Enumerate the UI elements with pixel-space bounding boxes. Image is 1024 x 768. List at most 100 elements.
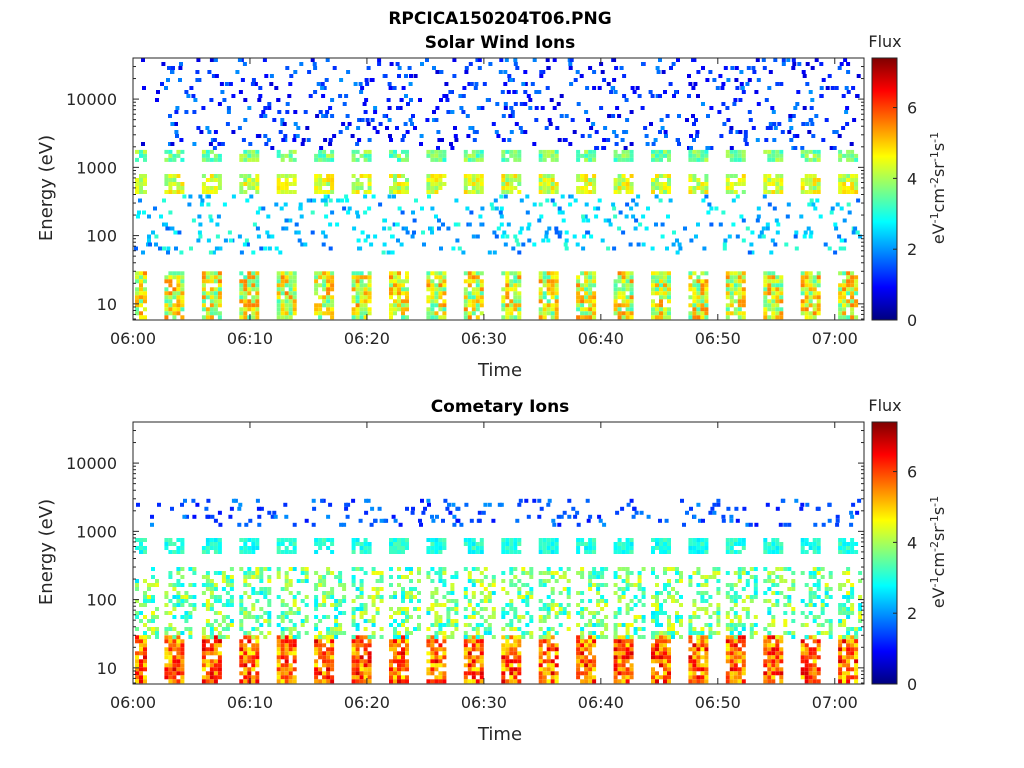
heatmap-cell bbox=[505, 311, 510, 316]
heatmap-cell bbox=[563, 138, 568, 142]
heatmap-cell bbox=[793, 234, 798, 239]
heatmap-cell bbox=[850, 307, 855, 312]
heatmap-cell bbox=[446, 611, 451, 615]
heatmap-cell bbox=[637, 635, 642, 639]
heatmap-cell bbox=[542, 675, 547, 680]
heatmap-cell bbox=[205, 647, 210, 652]
heatmap-cell bbox=[292, 174, 297, 178]
heatmap-cell bbox=[280, 651, 285, 656]
heatmap-cell bbox=[629, 546, 634, 550]
heatmap-cell bbox=[576, 522, 581, 527]
heatmap-cell bbox=[613, 631, 618, 635]
heatmap-cell bbox=[483, 627, 488, 631]
heatmap-cell bbox=[629, 639, 634, 644]
heatmap-cell bbox=[207, 130, 212, 134]
heatmap-cell bbox=[373, 106, 378, 110]
heatmap-cell bbox=[850, 271, 855, 276]
heatmap-cell bbox=[205, 619, 210, 623]
heatmap-cell bbox=[417, 607, 421, 611]
heatmap-cell bbox=[273, 514, 278, 519]
heatmap-cell bbox=[247, 667, 252, 672]
heatmap-cell bbox=[461, 110, 466, 114]
heatmap-cell bbox=[284, 303, 289, 308]
heatmap-cell bbox=[417, 571, 421, 575]
heatmap-cell bbox=[322, 157, 327, 162]
heatmap-cell bbox=[367, 675, 372, 680]
heatmap-cell bbox=[592, 271, 597, 276]
heatmap-cell bbox=[744, 142, 749, 146]
heatmap-cell bbox=[276, 303, 281, 308]
heatmap-cell bbox=[624, 214, 629, 219]
heatmap-cell bbox=[821, 78, 826, 82]
heatmap-cell bbox=[284, 182, 289, 186]
heatmap-cell bbox=[550, 198, 555, 203]
heatmap-cell bbox=[201, 190, 206, 194]
heatmap-cell bbox=[405, 651, 409, 656]
heatmap-cell bbox=[267, 246, 272, 251]
heatmap-cell bbox=[280, 303, 285, 308]
heatmap-cell bbox=[213, 186, 218, 190]
heatmap-cell bbox=[326, 667, 331, 672]
heatmap-cell bbox=[339, 78, 344, 82]
heatmap-cell bbox=[604, 567, 609, 571]
heatmap-cell bbox=[292, 307, 297, 312]
heatmap-cell bbox=[659, 311, 663, 316]
heatmap-cell bbox=[525, 599, 530, 603]
heatmap-cell bbox=[188, 615, 193, 619]
heatmap-cell bbox=[172, 615, 177, 619]
heatmap-cell bbox=[604, 583, 609, 587]
heatmap-cell bbox=[405, 639, 409, 644]
heatmap-cell bbox=[276, 174, 281, 178]
heatmap-cell bbox=[367, 178, 372, 182]
heatmap-cell bbox=[283, 134, 288, 138]
heatmap-cell bbox=[725, 311, 730, 316]
heatmap-cell bbox=[314, 639, 319, 644]
heatmap-cell bbox=[696, 149, 701, 154]
heatmap-cell bbox=[242, 62, 247, 66]
heatmap-cell bbox=[767, 299, 772, 304]
heatmap-cell bbox=[322, 542, 327, 546]
heatmap-cell bbox=[542, 178, 547, 182]
heatmap-cell bbox=[170, 142, 175, 146]
heatmap-cell bbox=[389, 647, 393, 652]
heatmap-cell bbox=[471, 607, 476, 611]
heatmap-cell bbox=[209, 271, 214, 276]
heatmap-cell bbox=[532, 202, 537, 207]
heatmap-cell bbox=[621, 271, 626, 276]
heatmap-cell bbox=[546, 631, 551, 635]
heatmap-cell bbox=[306, 198, 311, 203]
heatmap-cell bbox=[217, 651, 222, 656]
heatmap-cell bbox=[164, 611, 169, 615]
heatmap-cell bbox=[467, 542, 472, 546]
heatmap-cell bbox=[529, 615, 534, 619]
heatmap-cell bbox=[280, 182, 285, 186]
heatmap-cell bbox=[247, 659, 252, 664]
heatmap-cell bbox=[251, 250, 256, 255]
heatmap-cell bbox=[625, 279, 630, 284]
heatmap-cell bbox=[318, 186, 323, 190]
heatmap-cell bbox=[341, 122, 346, 126]
heatmap-cell bbox=[475, 667, 480, 672]
heatmap-cell bbox=[692, 299, 697, 304]
heatmap-cell bbox=[367, 311, 372, 316]
heatmap-cell bbox=[517, 615, 522, 619]
heatmap-cell bbox=[284, 283, 289, 288]
heatmap-cell bbox=[756, 78, 761, 82]
heatmap-cell bbox=[280, 307, 285, 312]
heatmap-cell bbox=[150, 522, 154, 527]
heatmap-cell bbox=[463, 315, 468, 320]
heatmap-cell bbox=[224, 82, 229, 86]
heatmap-cell bbox=[842, 315, 847, 320]
heatmap-cell bbox=[854, 287, 859, 292]
heatmap-cell bbox=[576, 667, 581, 672]
heatmap-cell bbox=[737, 178, 742, 182]
heatmap-cell bbox=[247, 651, 252, 656]
heatmap-cell bbox=[802, 74, 807, 78]
heatmap-cell bbox=[245, 242, 250, 247]
heatmap-cell bbox=[405, 178, 409, 182]
heatmap-cell bbox=[434, 615, 439, 619]
heatmap-cell bbox=[469, 210, 474, 215]
heatmap-cell bbox=[280, 118, 285, 122]
heatmap-cell bbox=[584, 283, 589, 288]
heatmap-cell bbox=[550, 295, 555, 300]
